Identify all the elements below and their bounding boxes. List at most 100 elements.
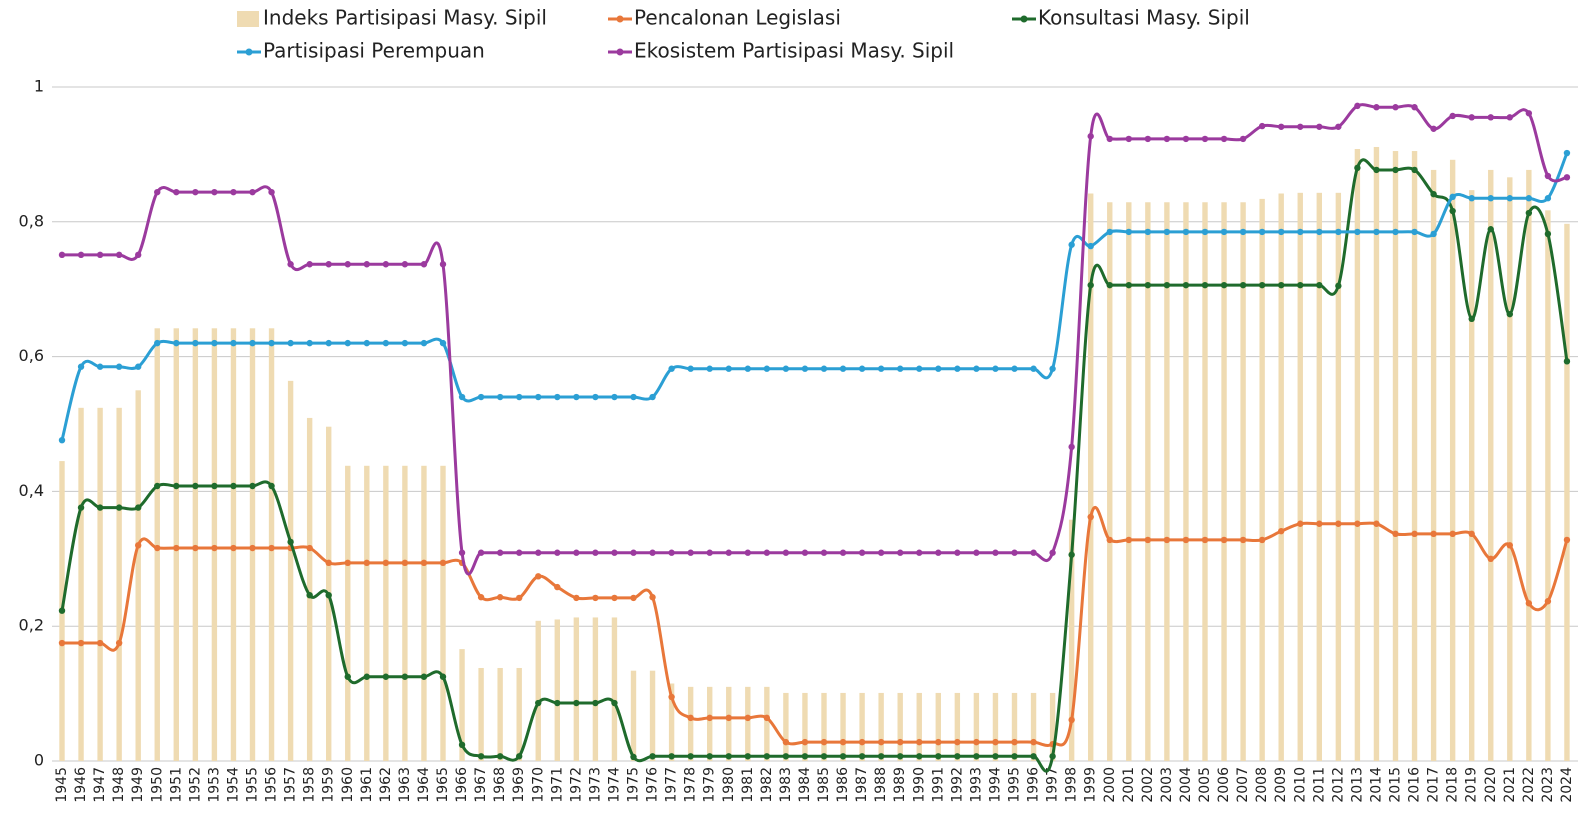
bar (287, 380, 294, 761)
point (1125, 135, 1133, 143)
point (801, 738, 809, 746)
point (1468, 530, 1475, 538)
point (135, 504, 142, 511)
point (115, 504, 123, 511)
x-tick-label: 1997 (1045, 767, 1061, 803)
point (1354, 228, 1361, 236)
point (287, 538, 294, 546)
x-tick-label: 1955 (245, 767, 261, 803)
point (211, 482, 218, 490)
point (554, 549, 561, 556)
x-tick-label: 1957 (283, 767, 299, 803)
point (1030, 753, 1037, 760)
point (744, 753, 751, 760)
point (554, 393, 561, 401)
point (763, 365, 771, 372)
point (96, 363, 104, 370)
point (401, 559, 409, 567)
x-tick-label: 2006 (1216, 767, 1232, 803)
point (306, 591, 313, 599)
bar (1126, 202, 1132, 761)
point (363, 673, 370, 680)
legend-label: Pencalonan Legislasi (634, 6, 841, 30)
point (1525, 110, 1533, 117)
x-tick-label: 1993 (968, 767, 984, 803)
point (744, 549, 751, 556)
x-tick-label: 2005 (1197, 767, 1213, 803)
point (1525, 195, 1533, 202)
x-tick-label: 1976 (645, 767, 661, 803)
point (344, 559, 351, 567)
point (992, 549, 999, 556)
point (1201, 135, 1209, 143)
point (1544, 172, 1552, 180)
bar (1469, 190, 1475, 761)
point (954, 738, 961, 746)
bar (1316, 192, 1322, 761)
point (249, 544, 256, 552)
point (287, 339, 294, 347)
point (954, 753, 961, 760)
point (1087, 133, 1094, 140)
bar (783, 692, 789, 761)
point (154, 188, 161, 196)
point (916, 738, 923, 746)
point (1354, 102, 1361, 110)
point (935, 365, 942, 372)
bar (1526, 169, 1532, 762)
point (1449, 112, 1456, 120)
point (706, 365, 713, 372)
point (1182, 228, 1190, 236)
point (1449, 530, 1456, 538)
x-tick-label: 1961 (359, 767, 375, 803)
point (820, 549, 828, 556)
point (782, 738, 790, 746)
line (60, 152, 1569, 441)
bar (78, 407, 84, 761)
point (1258, 122, 1266, 130)
x-tick-label: 2018 (1445, 767, 1461, 803)
point (230, 544, 237, 552)
point (687, 714, 694, 722)
legend-swatch (1020, 15, 1028, 23)
bar (611, 617, 618, 761)
point (1258, 228, 1266, 236)
x-tick-label: 2001 (1121, 767, 1137, 803)
point (877, 549, 885, 556)
point (1011, 365, 1018, 372)
point (58, 436, 66, 444)
point (1487, 226, 1494, 233)
point (668, 693, 675, 701)
point (173, 482, 180, 490)
legend-label: Konsultasi Masy. Sipil (1038, 6, 1250, 30)
point (1297, 281, 1304, 289)
x-tick-label: 1982 (759, 767, 775, 803)
point (839, 753, 847, 760)
x-tick-label: 1985 (816, 767, 832, 803)
bar (992, 692, 999, 761)
point (1563, 536, 1571, 544)
point (154, 339, 161, 347)
point (897, 365, 904, 372)
bar (707, 686, 713, 761)
x-tick-label: 1965 (435, 767, 451, 803)
bar (1354, 149, 1361, 761)
bar (668, 683, 675, 761)
x-tick-label: 1983 (778, 767, 794, 803)
bar (1449, 159, 1456, 762)
point (477, 753, 485, 760)
point (1125, 228, 1133, 236)
point (668, 549, 675, 556)
point (249, 188, 256, 196)
y-tick-label: 1 (34, 77, 44, 96)
point (135, 363, 142, 370)
bar (897, 692, 903, 761)
bar (1145, 202, 1151, 761)
point (1030, 738, 1037, 746)
point (1563, 149, 1571, 157)
x-tick-label: 1994 (987, 767, 1003, 803)
bar (745, 686, 751, 761)
point (1068, 716, 1075, 724)
x-tick-label: 1969 (511, 767, 527, 803)
point (1049, 753, 1056, 760)
